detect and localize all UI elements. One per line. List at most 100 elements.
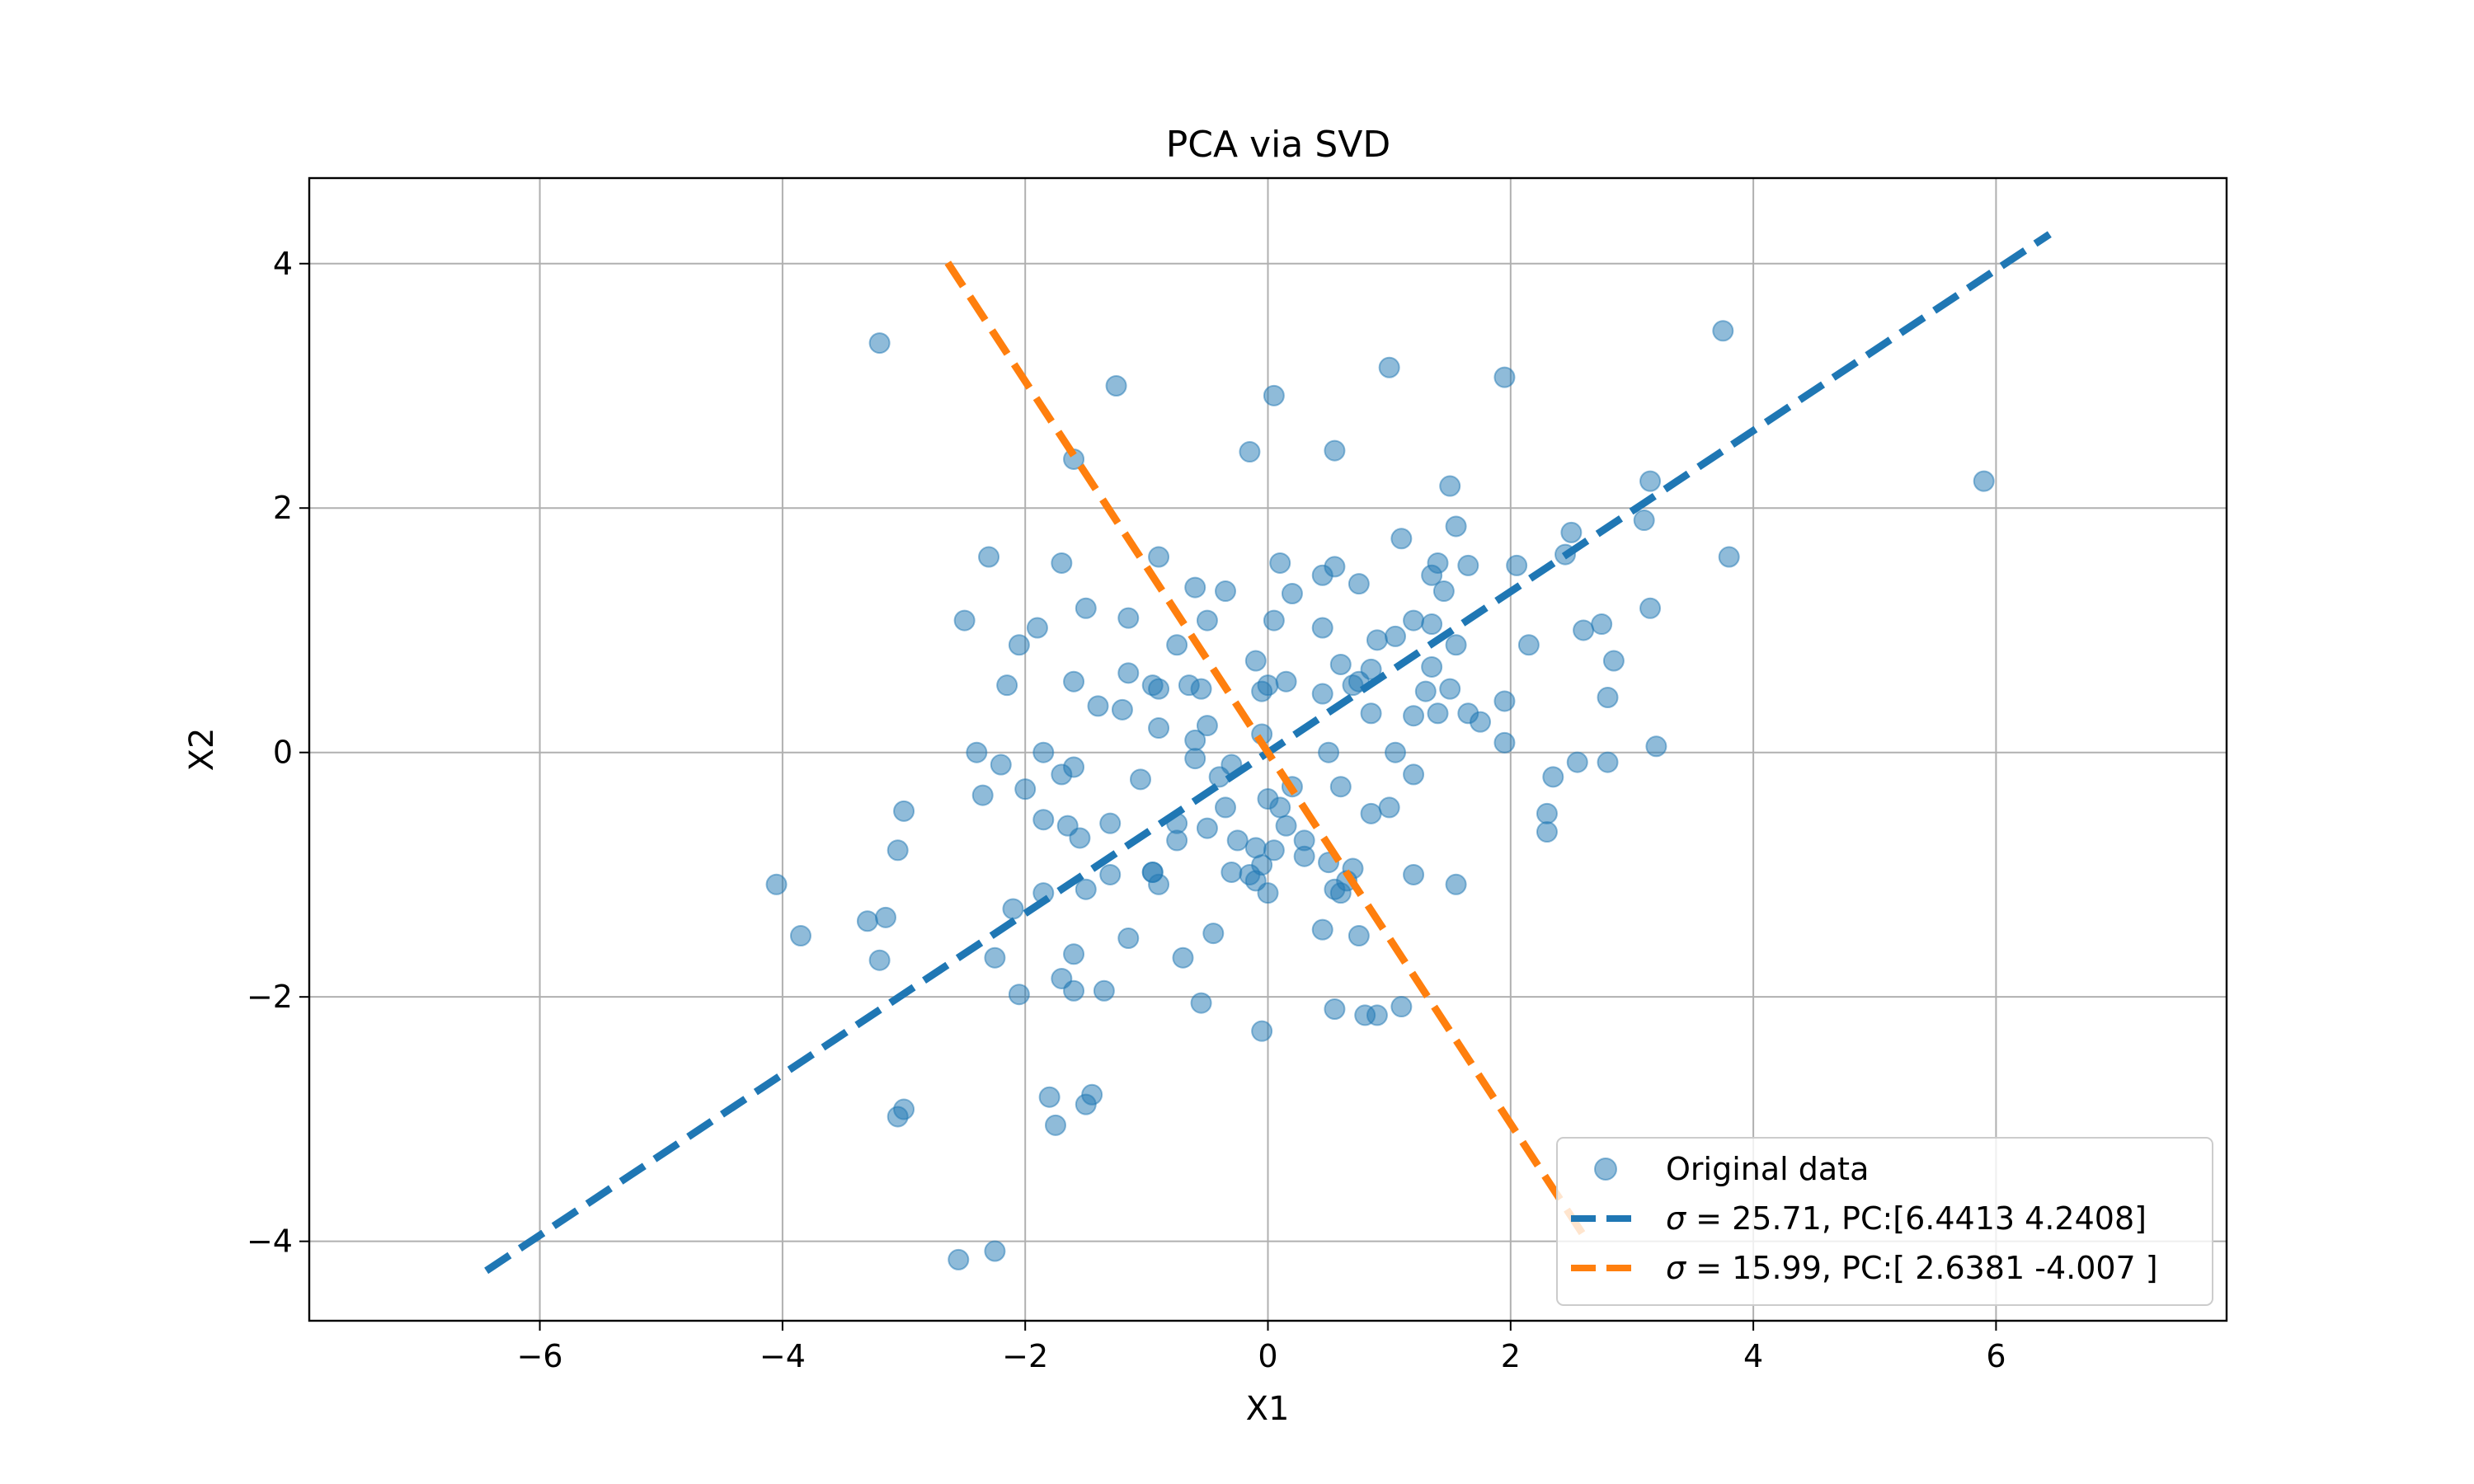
data-point xyxy=(1311,617,1333,639)
data-point xyxy=(990,754,1012,776)
data-point xyxy=(1063,670,1085,693)
data-point xyxy=(1063,756,1085,778)
data-point xyxy=(1063,943,1085,965)
data-point xyxy=(1517,634,1540,656)
legend-sigma-pc1: σ xyxy=(1666,1200,1687,1237)
data-point xyxy=(966,741,988,763)
x-tick-label: −6 xyxy=(517,1338,563,1374)
data-point xyxy=(1226,829,1249,852)
data-point xyxy=(1360,802,1382,824)
data-point xyxy=(971,784,994,806)
data-point xyxy=(1403,863,1425,885)
x-tick-label: 2 xyxy=(1501,1338,1521,1374)
y-axis-label: X2 xyxy=(183,728,221,772)
x-axis-ticks: −6 −4 −2 0 2 4 6 xyxy=(517,1321,2006,1374)
data-point xyxy=(874,906,896,928)
data-point xyxy=(1311,564,1333,586)
data-point xyxy=(1493,366,1516,388)
data-point xyxy=(1427,702,1449,725)
data-point xyxy=(1639,470,1662,492)
data-point xyxy=(1141,861,1164,883)
data-point xyxy=(1051,552,1073,574)
y-tick-label: 2 xyxy=(273,490,293,526)
data-point xyxy=(1536,802,1558,824)
principal-component-lines xyxy=(484,231,2052,1275)
x-tick-label: 0 xyxy=(1258,1338,1277,1374)
data-point xyxy=(1275,815,1297,837)
data-point xyxy=(1432,580,1455,603)
data-point xyxy=(1378,356,1400,378)
data-point xyxy=(1032,809,1055,831)
data-point xyxy=(1470,711,1492,733)
legend-label-pc1: σ = 25.71, PC:[6.4413 4.2408] xyxy=(1666,1200,2147,1237)
data-point xyxy=(1445,634,1467,656)
data-point xyxy=(1348,573,1370,595)
data-point xyxy=(1645,735,1667,758)
data-point xyxy=(1178,674,1200,697)
legend-text-pc1: = 25.71, PC:[6.4413 4.2408] xyxy=(1686,1200,2147,1237)
data-point xyxy=(1573,619,1595,641)
data-point xyxy=(868,949,891,971)
data-point xyxy=(1014,778,1037,801)
data-point xyxy=(893,800,915,822)
data-point xyxy=(1318,741,1340,763)
data-point xyxy=(1718,546,1740,568)
data-point xyxy=(1044,1114,1066,1136)
data-point xyxy=(1329,653,1352,675)
data-point xyxy=(1257,674,1279,697)
data-point xyxy=(1348,925,1370,947)
data-point xyxy=(1008,634,1030,656)
data-point xyxy=(1311,683,1333,705)
data-point xyxy=(1445,515,1467,538)
data-point xyxy=(1403,763,1425,786)
data-point xyxy=(1639,597,1662,619)
data-point xyxy=(1560,521,1583,543)
data-point xyxy=(1324,439,1346,462)
data-point xyxy=(1148,678,1170,700)
data-point xyxy=(1075,878,1097,900)
data-point xyxy=(1263,384,1285,406)
pc2-line xyxy=(944,261,1592,1245)
data-point xyxy=(1421,613,1443,636)
legend-text-pc2: = 15.99, PC:[ 2.6381 -4.007 ] xyxy=(1686,1250,2158,1286)
data-point xyxy=(1366,629,1388,651)
x-axis-label: X1 xyxy=(1246,1390,1290,1428)
data-point xyxy=(1111,698,1133,721)
data-point xyxy=(1633,510,1655,532)
data-point xyxy=(1244,650,1267,672)
data-point xyxy=(1196,817,1218,839)
data-point xyxy=(1038,1086,1061,1108)
data-point xyxy=(948,1248,970,1270)
data-point xyxy=(1002,898,1024,920)
legend-box xyxy=(1556,1137,2213,1306)
data-point xyxy=(984,1240,1006,1262)
data-point xyxy=(953,609,976,632)
data-point xyxy=(1421,564,1443,586)
data-point xyxy=(1457,554,1479,576)
data-point xyxy=(887,1106,909,1128)
legend-marker-original-data xyxy=(1594,1158,1617,1181)
legend: Original data σ = 25.71, PC:[6.4413 4.24… xyxy=(1556,1137,2213,1306)
data-point xyxy=(1263,609,1285,632)
data-point xyxy=(1075,1093,1097,1115)
data-point xyxy=(1269,552,1291,574)
data-point xyxy=(856,910,878,932)
data-point xyxy=(1403,705,1425,727)
data-point xyxy=(1184,576,1206,599)
data-point xyxy=(1445,873,1467,895)
y-tick-label: −4 xyxy=(247,1223,293,1260)
x-tick-label: 4 xyxy=(1743,1338,1763,1374)
data-point xyxy=(1196,609,1218,632)
data-point xyxy=(1385,625,1407,647)
data-point xyxy=(887,839,909,862)
data-point xyxy=(1378,796,1400,819)
data-point xyxy=(1403,609,1425,632)
data-point xyxy=(1293,845,1315,867)
data-point xyxy=(1093,979,1115,1002)
data-point xyxy=(1390,528,1413,550)
plot-frame xyxy=(308,176,2228,1322)
data-point xyxy=(1269,796,1291,819)
data-point xyxy=(1075,597,1097,619)
data-point xyxy=(1439,475,1461,497)
data-point xyxy=(1439,678,1461,700)
